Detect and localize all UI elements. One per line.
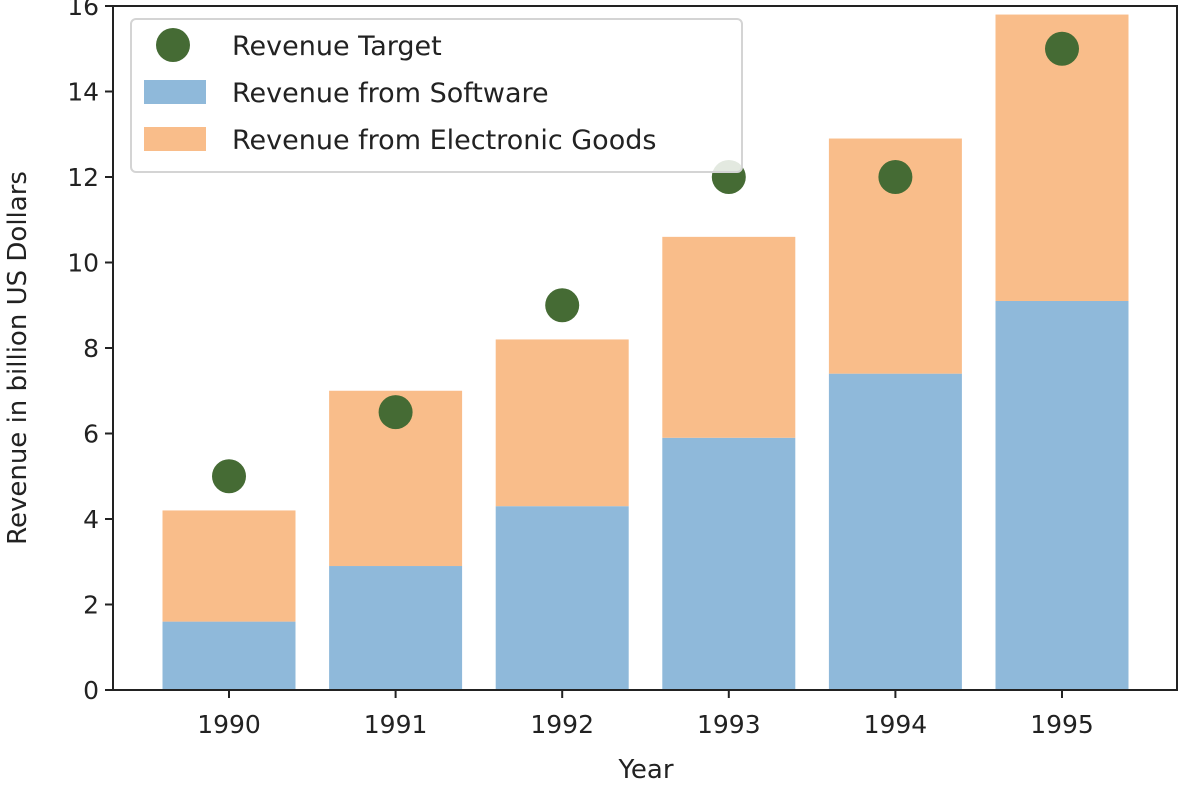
- y-tick-label: 4: [83, 505, 99, 534]
- y-axis-label: Revenue in billion US Dollars: [3, 171, 33, 545]
- y-tick-label: 2: [83, 591, 99, 620]
- axis-ticks: 0 2 4 6 8 10 12 14 16 1990 1991 1992 1993 1994 1995: [67, 0, 1094, 739]
- bar-revenue-from-software-1995: [995, 300, 1129, 690]
- bar-revenue-from-electronic-goods-1992: [495, 339, 629, 507]
- plot-frame: [112, 5, 1178, 691]
- x-tick-label: 1995: [1030, 710, 1094, 739]
- legend-marker-revenue-target: [156, 28, 190, 62]
- point-revenue-target-1990: [212, 459, 246, 494]
- y-tick-label: 16: [67, 0, 99, 21]
- y-tick-label: 8: [83, 334, 99, 363]
- legend-swatch-revenue-from-software: [144, 80, 206, 104]
- y-tick-label: 6: [83, 420, 99, 449]
- bar-revenue-from-software-1992: [495, 506, 629, 690]
- point-revenue-target-1995: [1045, 31, 1079, 66]
- x-tick-label: 1992: [530, 710, 594, 739]
- y-tick-label: 10: [67, 249, 99, 278]
- point-revenue-target-1994: [878, 160, 913, 194]
- x-tick-label: 1990: [197, 710, 261, 739]
- legend-swatch-revenue-from-electronic-goods: [144, 127, 206, 151]
- legend-label: Revenue from Electronic Goods: [232, 125, 656, 156]
- x-tick-label: 1993: [697, 710, 761, 739]
- plot-area: [162, 14, 1129, 690]
- legend-box: [130, 18, 743, 173]
- legend-label: Revenue Target: [232, 31, 442, 62]
- y-tick-label: 0: [83, 676, 99, 705]
- bar-revenue-from-electronic-goods-1990: [162, 510, 296, 622]
- axes-frame: [112, 5, 1178, 691]
- x-tick-label: 1994: [864, 710, 928, 739]
- x-tick-label: 1991: [364, 710, 428, 739]
- x-axis-label: Year: [617, 755, 673, 785]
- legend: Revenue Target Revenue from Software Reven…: [130, 18, 743, 173]
- point-revenue-target-1991: [378, 395, 413, 430]
- y-tick-label: 14: [67, 78, 99, 107]
- y-tick-label: 12: [67, 163, 99, 192]
- bar-revenue-from-software-1994: [828, 373, 962, 690]
- point-revenue-target-1992: [545, 288, 580, 323]
- bar-revenue-from-software-1991: [329, 566, 463, 690]
- bar-revenue-from-software-1990: [162, 621, 296, 690]
- legend-label: Revenue from Software: [232, 78, 549, 109]
- bar-revenue-from-software-1993: [662, 437, 796, 690]
- bar-revenue-from-electronic-goods-1993: [662, 236, 796, 438]
